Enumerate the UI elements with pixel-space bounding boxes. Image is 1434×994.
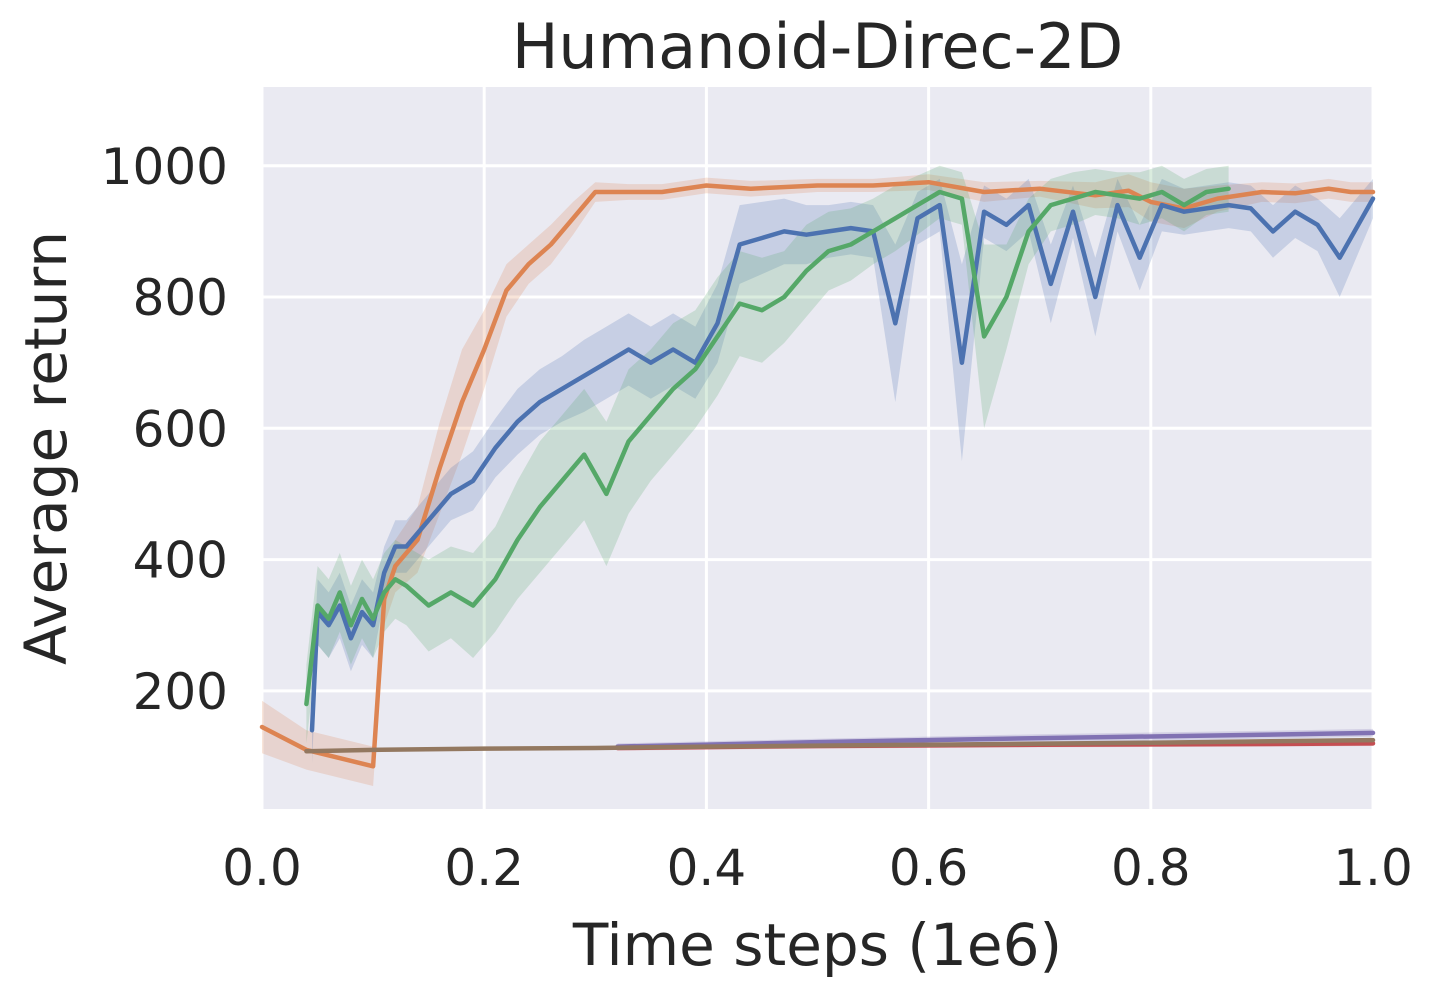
x-tick-label: 0.4 [667,839,747,897]
y-tick-label: 1000 [101,138,228,196]
x-axis-label: Time steps (1e6) [572,911,1062,979]
y-tick-label: 400 [133,532,228,590]
gridlines [260,87,1375,809]
x-tick-label: 0.0 [222,839,302,897]
x-tick-label: 0.8 [1111,839,1191,897]
series-lines [259,179,1376,769]
x-tick-label: 0.6 [889,839,969,897]
x-tick-label: 1.0 [1333,839,1413,897]
series-1-line [309,196,1376,733]
series-0-line [259,179,1376,769]
series-5-line [304,737,1376,754]
y-tick-label: 800 [133,269,228,327]
x-tick-label: 0.2 [444,839,524,897]
series-1-band [312,178,1373,764]
chart-title: Humanoid-Direc-2D [512,10,1123,83]
tick-labels: 0.0 0.2 0.4 0.6 0.8 1.0 200 400 600 800 1000 [101,138,1413,897]
y-tick-label: 600 [133,400,228,458]
y-tick-label: 200 [133,663,228,721]
series-2-line [304,186,1231,707]
y-axis-label: Average return [12,231,80,665]
series-3-line [615,730,1376,749]
